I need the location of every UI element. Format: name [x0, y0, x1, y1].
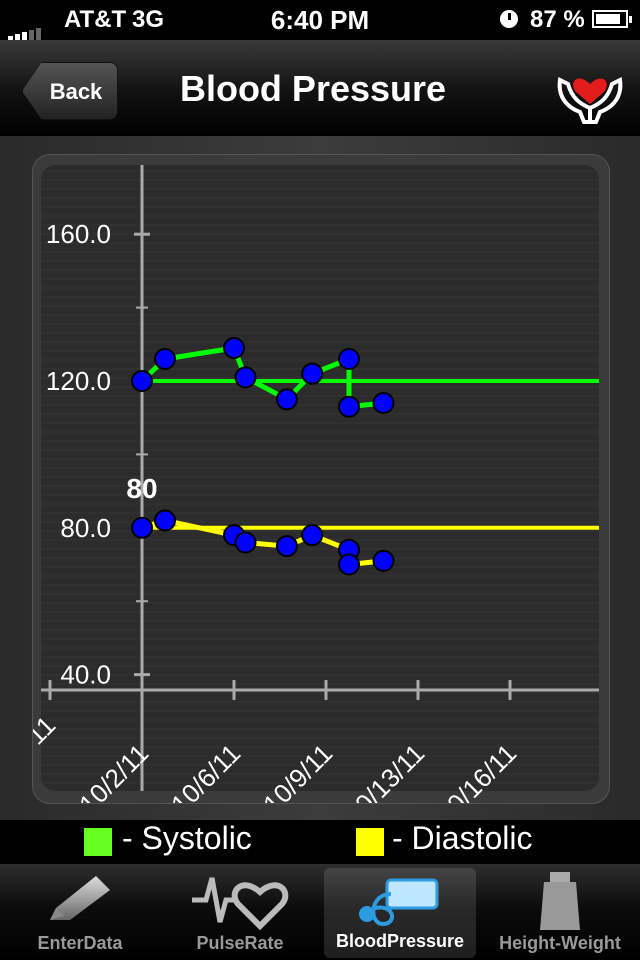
tab-pulse-rate[interactable]: PulseRate: [160, 864, 320, 960]
tab-bar: EnterData PulseRate BloodPressure Height…: [0, 864, 640, 960]
data-point-systolic: [154, 347, 176, 370]
status-time: 6:40 PM: [270, 5, 370, 35]
status-bar: AT&T 3G 6:40 PM 87 %: [0, 0, 640, 42]
data-point-diastolic: [301, 524, 324, 547]
network-type: 3G: [132, 6, 165, 33]
navigation-bar: Back Blood Pressure: [0, 40, 640, 137]
battery-percentage: 87 %: [530, 6, 585, 33]
data-point-systolic: [234, 366, 257, 389]
tab-label-enter-data: EnterData: [37, 933, 123, 953]
data-point-diastolic: [338, 553, 360, 576]
tab-enter-data[interactable]: EnterData: [0, 864, 160, 960]
carrier-name: AT&T: [64, 6, 127, 33]
legend-diastolic-label: - Diastolic: [392, 820, 533, 856]
data-point-systolic: [301, 362, 324, 385]
pencil-icon: [50, 876, 110, 920]
chart-area: 40.0 80.0 120.0 160.0 10/2/11 10/6/11 10/9/11 1…: [0, 136, 640, 820]
tab-label-height-weight: Height-Weight: [499, 933, 621, 953]
data-point-diastolic: [234, 531, 257, 554]
data-point-systolic: [338, 395, 360, 418]
selected-value-label: 80: [126, 473, 157, 504]
data-point-diastolic: [372, 549, 395, 572]
data-point-diastolic: [154, 509, 176, 532]
page-title: Blood Pressure: [179, 68, 447, 109]
chart-frame: 40.0 80.0 120.0 160.0 10/2/11 10/6/11 10/9/11 1…: [32, 154, 610, 804]
data-point-systolic: [131, 370, 153, 392]
data-point-diastolic: [275, 535, 298, 558]
data-point-diastolic: [131, 516, 153, 539]
data-point-systolic: [372, 392, 395, 415]
clock-icon: [500, 10, 518, 28]
tab-label-blood-pressure: BloodPressure: [335, 931, 465, 951]
tab-height-weight[interactable]: Height-Weight: [480, 864, 640, 960]
data-point-systolic: [338, 347, 360, 370]
battery-icon: [592, 10, 632, 28]
tab-label-pulse-rate: PulseRate: [196, 933, 284, 953]
systolic-swatch: [84, 828, 112, 856]
signal-strength-icon: [8, 14, 43, 42]
tab-blood-pressure[interactable]: BloodPressure: [324, 868, 476, 958]
heartbeat-icon: [192, 877, 289, 930]
heart-hands-icon[interactable]: [554, 54, 626, 124]
legend-systolic-label: - Systolic: [122, 820, 252, 856]
plot-background: [41, 165, 599, 791]
y-tick-label: 40.0: [60, 660, 111, 690]
blood-pressure-cuff-icon: [359, 878, 439, 927]
y-tick-label: 160.0: [46, 219, 111, 249]
back-button[interactable]: Back: [22, 62, 118, 120]
diastolic-swatch: [356, 828, 384, 856]
data-point-systolic: [223, 336, 245, 359]
data-point-systolic: [275, 388, 298, 411]
weight-icon: [540, 872, 580, 930]
y-tick-label: 120.0: [46, 366, 111, 396]
y-tick-label: 80.0: [60, 513, 111, 543]
